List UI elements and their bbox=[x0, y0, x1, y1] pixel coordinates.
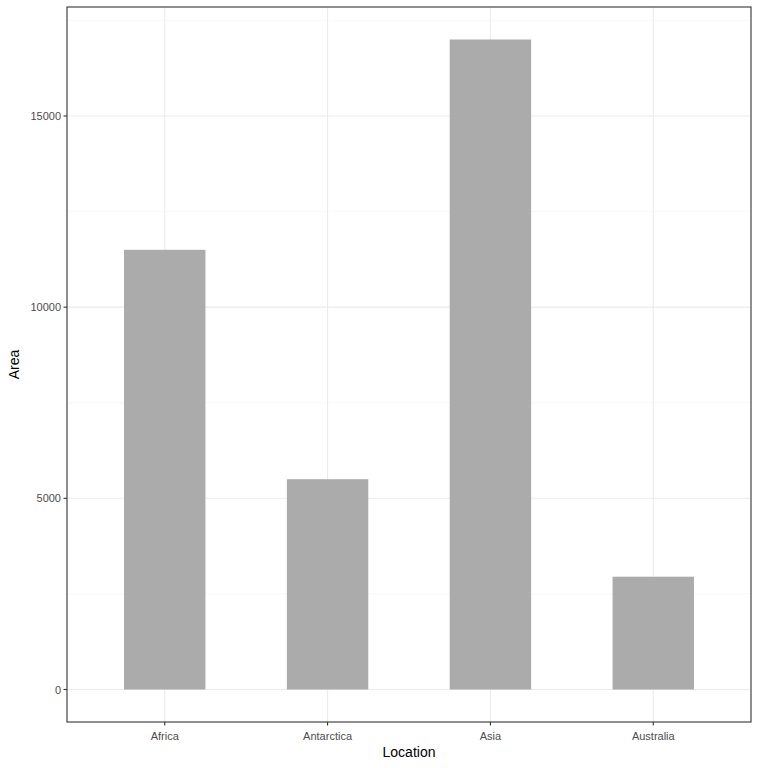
x-axis-title: Location bbox=[383, 744, 436, 760]
y-tick-label: 0 bbox=[55, 684, 61, 696]
x-tick bbox=[164, 722, 165, 726]
bar bbox=[287, 479, 368, 689]
plot-background bbox=[67, 7, 751, 722]
minor-grid-line bbox=[67, 211, 751, 212]
y-tick bbox=[64, 307, 68, 308]
x-tick-label: Asia bbox=[480, 730, 502, 742]
y-tick bbox=[64, 689, 68, 690]
x-tick-label: Antarctica bbox=[303, 730, 353, 742]
bar bbox=[124, 250, 205, 690]
x-tick-label: Africa bbox=[151, 730, 180, 742]
grid bbox=[67, 7, 751, 722]
x-tick bbox=[490, 722, 491, 726]
panel-border bbox=[67, 7, 751, 722]
y-tick-label: 10000 bbox=[30, 301, 61, 313]
bar bbox=[450, 40, 531, 690]
y-tick-label: 5000 bbox=[37, 492, 61, 504]
y-tick bbox=[64, 115, 68, 116]
bar bbox=[613, 577, 694, 690]
chart: 0 5000 10000 15000 Africa Antarctica Asia Austr… bbox=[0, 0, 768, 768]
y-tick bbox=[64, 498, 68, 499]
x-tick-label: Australia bbox=[632, 730, 676, 742]
y-tick-label: 15000 bbox=[30, 110, 61, 122]
x-tick bbox=[653, 722, 654, 726]
minor-grid-line bbox=[67, 20, 751, 21]
y-axis-title: Area bbox=[6, 350, 22, 380]
x-tick bbox=[327, 722, 328, 726]
grid-line bbox=[67, 115, 751, 116]
bars bbox=[124, 40, 694, 690]
